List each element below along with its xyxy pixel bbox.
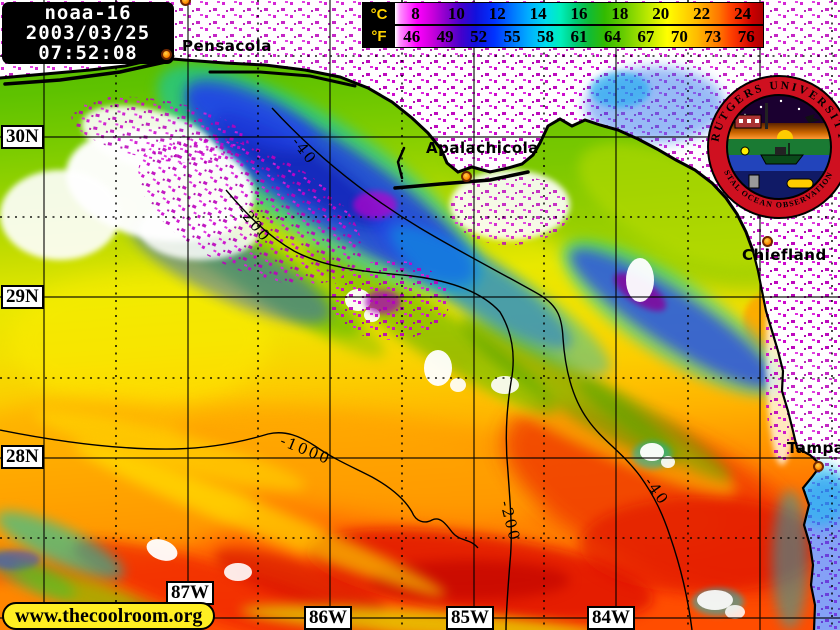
fahrenheit-unit-label: °F xyxy=(371,27,387,45)
city-marker-dot xyxy=(180,0,191,6)
celsius-tick: 22 xyxy=(693,3,711,23)
celsius-tick: 24 xyxy=(734,3,752,23)
fahrenheit-tick: 46 xyxy=(403,26,421,46)
celsius-tick: 18 xyxy=(611,3,629,23)
apalachicola-label: Apalachicola xyxy=(426,139,539,157)
coastline-path xyxy=(0,56,823,630)
longitude-label-85w: 85W xyxy=(446,606,494,630)
longitude-label-86w: 86W xyxy=(304,606,352,630)
satellite-name: noaa-16 xyxy=(44,2,132,24)
fahrenheit-tick: 64 xyxy=(603,26,621,46)
celsius-unit-label: °C xyxy=(370,5,388,23)
timestamp-panel: noaa-16 2003/03/25 07:52:08 xyxy=(2,2,174,64)
fahrenheit-tick: 55 xyxy=(503,26,521,46)
fahrenheit-tick: 70 xyxy=(670,26,688,46)
celsius-tick: 20 xyxy=(652,3,670,23)
latitude-label-29n: 29N xyxy=(1,285,44,309)
website-link[interactable]: www.thecoolroom.org xyxy=(2,602,216,630)
temperature-scale: °C °F 8 10 12 14 16 18 20 22 24 46 49 52… xyxy=(362,2,764,48)
chiefland-marker-dot xyxy=(762,236,773,247)
tampa-marker-dot xyxy=(813,461,824,472)
tampa-label: Tampa xyxy=(787,439,840,457)
capture-time: 07:52:08 xyxy=(38,42,138,64)
apalachicola-marker-dot xyxy=(461,171,472,182)
scale-gradient-bars: 8 10 12 14 16 18 20 22 24 46 49 52 55 58… xyxy=(395,3,763,47)
fahrenheit-tick: 61 xyxy=(570,26,588,46)
fahrenheit-tick: 49 xyxy=(436,26,454,46)
fahrenheit-scale-bar: 46 49 52 55 58 61 64 67 70 73 76 xyxy=(395,26,763,47)
pensacola-marker-dot xyxy=(161,49,172,60)
capture-date: 2003/03/25 xyxy=(25,22,151,44)
fahrenheit-tick: 76 xyxy=(737,26,755,46)
scale-unit-labels: °C °F xyxy=(363,3,395,47)
celsius-tick: 14 xyxy=(529,3,547,23)
bathymetry-contours xyxy=(0,107,693,630)
chiefland-label: Chiefland xyxy=(742,246,827,264)
celsius-tick: 12 xyxy=(488,3,506,23)
rutgers-cool-logo: RUTGERS UNIVERSITY COASTAL OCEAN OBSERVA… xyxy=(707,75,840,219)
fahrenheit-tick: 73 xyxy=(704,26,722,46)
latitude-label-28n: 28N xyxy=(1,445,44,469)
celsius-tick: 8 xyxy=(411,3,420,23)
celsius-tick: 16 xyxy=(570,3,588,23)
fahrenheit-tick: 58 xyxy=(537,26,555,46)
celsius-tick: 10 xyxy=(447,3,465,23)
longitude-label-84w: 84W xyxy=(587,606,635,630)
longitude-label-87w: 87W xyxy=(166,581,214,605)
fahrenheit-tick: 52 xyxy=(470,26,488,46)
fahrenheit-tick: 67 xyxy=(637,26,655,46)
latitude-label-30n: 30N xyxy=(1,125,44,149)
celsius-scale-bar: 8 10 12 14 16 18 20 22 24 xyxy=(395,3,763,24)
pensacola-label: Pensacola xyxy=(182,37,272,55)
